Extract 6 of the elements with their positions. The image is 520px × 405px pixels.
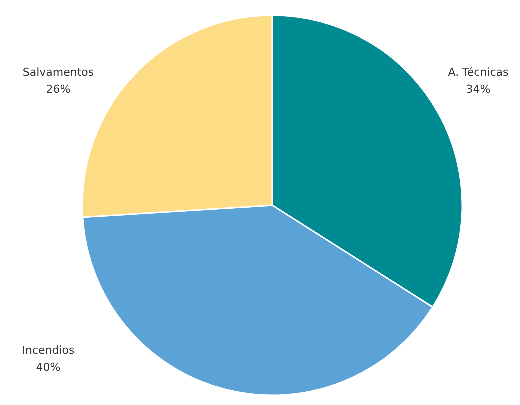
slice-label: Salvamentos [22, 66, 94, 79]
data-label: 34% [466, 83, 491, 96]
slice-label: Incendios [22, 344, 76, 357]
slice-label: A. Técnicas [448, 66, 510, 79]
data-label: 26% [46, 83, 71, 96]
data-label: 40% [36, 361, 61, 374]
